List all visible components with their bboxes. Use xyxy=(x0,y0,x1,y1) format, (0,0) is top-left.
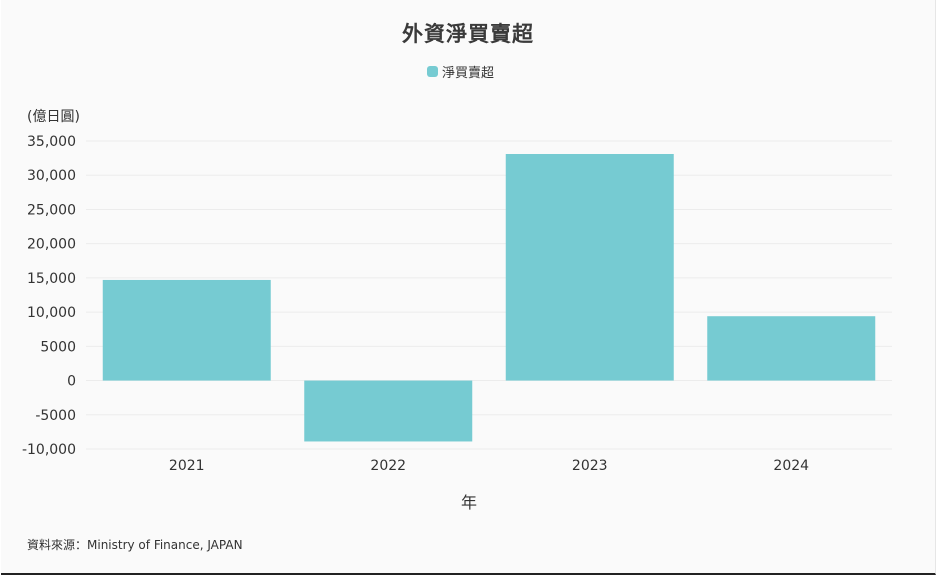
x-axis-title: 年 xyxy=(460,493,477,512)
y-tick-label: 25,000 xyxy=(27,202,76,218)
bar[interactable] xyxy=(707,316,876,381)
y-axis-unit-label: (億日圓) xyxy=(27,109,80,125)
y-tick-label: -5000 xyxy=(35,408,76,424)
chart-title: 外資淨買賣超 xyxy=(402,22,534,46)
bar[interactable] xyxy=(102,279,271,381)
y-tick-label: 5000 xyxy=(40,339,76,355)
x-tick-label: 2024 xyxy=(773,458,809,474)
y-tick-label: 30,000 xyxy=(27,168,76,184)
y-tick-label: 20,000 xyxy=(27,237,76,253)
bar[interactable] xyxy=(304,380,473,442)
y-tick-label: 35,000 xyxy=(27,134,76,150)
y-tick-label: 0 xyxy=(67,374,76,390)
y-tick-label: -10,000 xyxy=(22,442,76,458)
x-tick-label: 2021 xyxy=(169,458,205,474)
x-tick-label: 2023 xyxy=(572,458,608,474)
x-tick-label: 2022 xyxy=(370,458,406,474)
legend[interactable]: 淨買賣超 xyxy=(427,62,495,81)
bar[interactable] xyxy=(505,154,674,381)
y-tick-label: 10,000 xyxy=(27,305,76,321)
y-tick-label: 15,000 xyxy=(27,271,76,287)
source-note: 資料來源：Ministry of Finance, JAPAN xyxy=(27,538,243,552)
legend-swatch xyxy=(427,65,438,77)
legend-label: 淨買賣超 xyxy=(442,65,495,81)
